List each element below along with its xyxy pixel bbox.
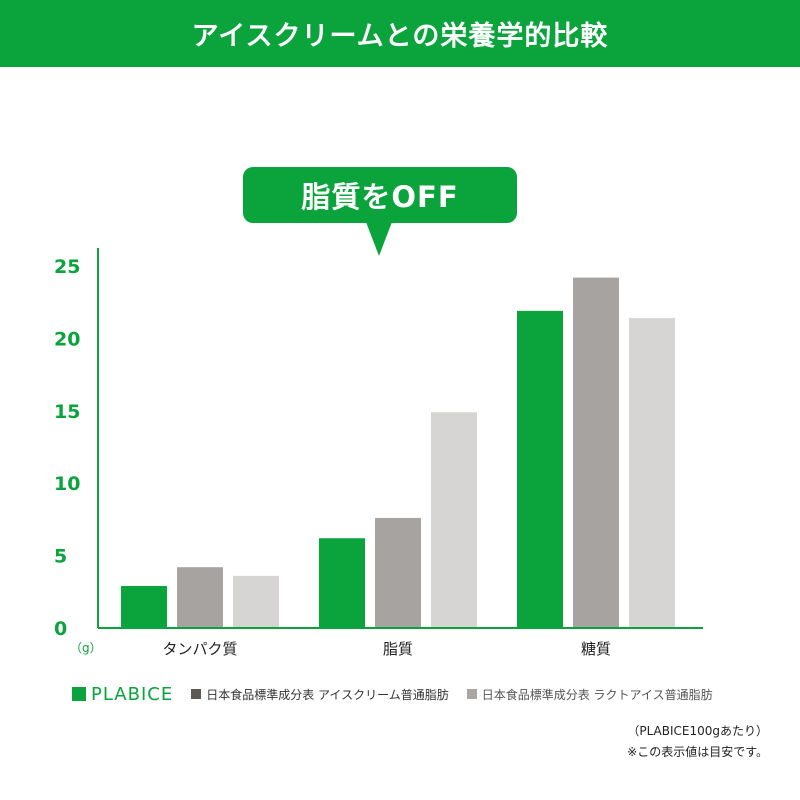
note-disclaimer: ※この表示値は目安です。 [627, 745, 768, 759]
y-tick-label: 5 [54, 546, 67, 568]
legend-item-ice-cream: 日本食品標準成分表 アイスクリーム普通脂肪 [191, 686, 449, 703]
legend-item-plabice: PLABICE [72, 684, 173, 705]
bar-0-2 [233, 575, 279, 628]
bar-1-1 [375, 517, 421, 628]
y-tick-label: 10 [54, 473, 80, 495]
y-tick-label: 20 [54, 328, 80, 350]
bar-2-2 [629, 318, 675, 628]
legend-swatch-ice-cream [191, 689, 202, 699]
legend-label-plabice: PLABICE [91, 683, 174, 705]
x-tick-label: 糖質 [581, 640, 611, 658]
y-tick-label: 0 [54, 618, 67, 640]
x-tick-label: タンパク質 [162, 640, 237, 658]
bar-2-1 [573, 277, 619, 628]
header-bar: アイスクリームとの栄養学的比較 [0, 0, 800, 67]
chart-legend: PLABICE 日本食品標準成分表 アイスクリーム普通脂肪 日本食品標準成分表 … [72, 682, 731, 706]
bar-0-0 [121, 586, 167, 628]
y-tick-label: 25 [54, 256, 80, 278]
y-unit-label: （g） [70, 641, 102, 655]
callout-pointer [366, 222, 392, 256]
bar-1-0 [319, 538, 365, 628]
legend-item-lacto-ice: 日本食品標準成分表 ラクトアイス普通脂肪 [466, 686, 713, 703]
note-per-100g: （PLABICE100gあたり） [627, 724, 768, 738]
y-tick-label: 15 [54, 401, 80, 423]
legend-swatch-lacto-ice [466, 689, 477, 699]
legend-label-lacto-ice: 日本食品標準成分表 ラクトアイス普通脂肪 [481, 687, 713, 702]
legend-swatch-plabice [72, 687, 86, 701]
bar-1-2 [431, 412, 477, 628]
x-tick-label: 脂質 [383, 640, 413, 658]
legend-label-ice-cream: 日本食品標準成分表 アイスクリーム普通脂肪 [206, 687, 449, 702]
bar-2-0 [517, 310, 563, 628]
bar-0-1 [177, 567, 223, 628]
page-title: アイスクリームとの栄養学的比較 [191, 21, 609, 52]
callout-text: 脂質をOFF [301, 180, 459, 214]
callout-bubble: 脂質をOFF [243, 167, 517, 223]
